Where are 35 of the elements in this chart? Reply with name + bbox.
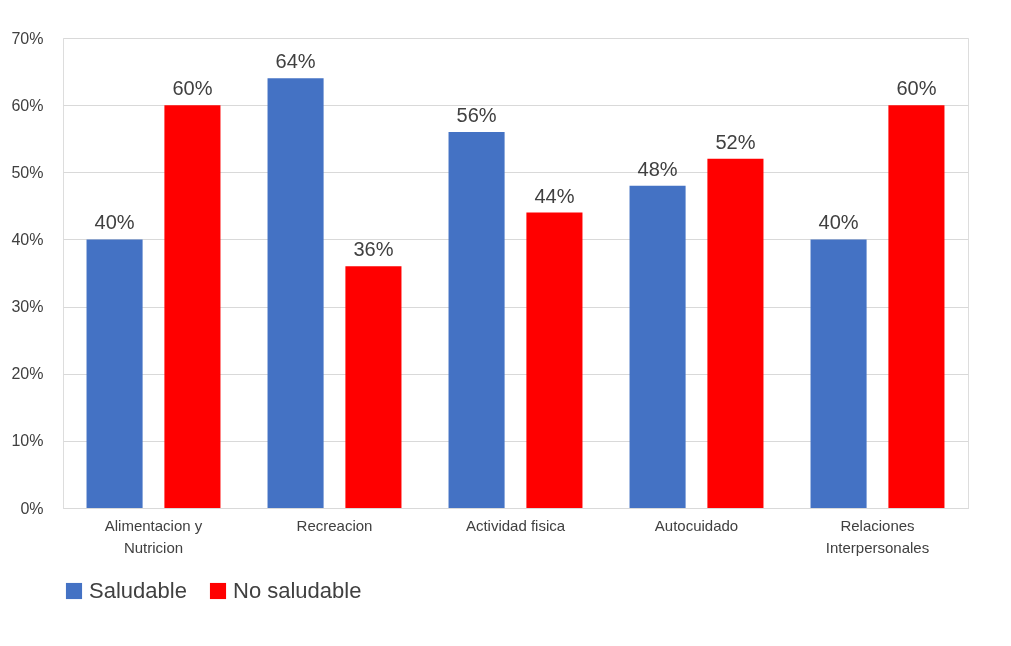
data-label: 36% — [353, 238, 394, 261]
bar — [888, 105, 945, 508]
bar — [629, 185, 686, 508]
x-tick-label: Relaciones Interpersonales — [825, 516, 930, 556]
bar — [448, 132, 505, 508]
data-label: 44% — [534, 184, 575, 207]
y-tick-label: 20% — [11, 365, 44, 383]
data-label: 64% — [275, 50, 316, 73]
x-tick-label: Actividad fisica — [465, 516, 566, 534]
legend-label: No saludable — [233, 578, 362, 603]
bar — [345, 266, 402, 508]
y-tick-label: 50% — [11, 163, 44, 181]
x-tick-label: Alimentacion y Nutricion — [104, 516, 203, 556]
data-label: 60% — [896, 77, 937, 100]
y-tick-label: 70% — [11, 29, 44, 47]
data-label: 48% — [637, 157, 678, 180]
bar — [526, 212, 583, 508]
x-tick-label: Autocuidado — [654, 516, 739, 534]
data-label: 40% — [94, 211, 135, 234]
y-tick-label: 30% — [11, 298, 44, 316]
data-label: 40% — [818, 211, 859, 234]
x-tick-label: Recreacion — [296, 516, 373, 534]
data-label: 52% — [715, 130, 756, 153]
bar — [707, 158, 764, 508]
legend-label: Saludable — [89, 578, 187, 603]
data-label: 60% — [172, 77, 213, 100]
data-label: 56% — [456, 104, 497, 126]
y-tick-label: 40% — [11, 230, 44, 248]
y-tick-label: 10% — [11, 432, 44, 450]
bar — [267, 78, 324, 508]
y-tick-label: 0% — [20, 499, 44, 517]
bar — [86, 239, 143, 508]
bar — [164, 105, 221, 508]
y-tick-label: 60% — [11, 96, 44, 114]
bar — [810, 239, 867, 508]
